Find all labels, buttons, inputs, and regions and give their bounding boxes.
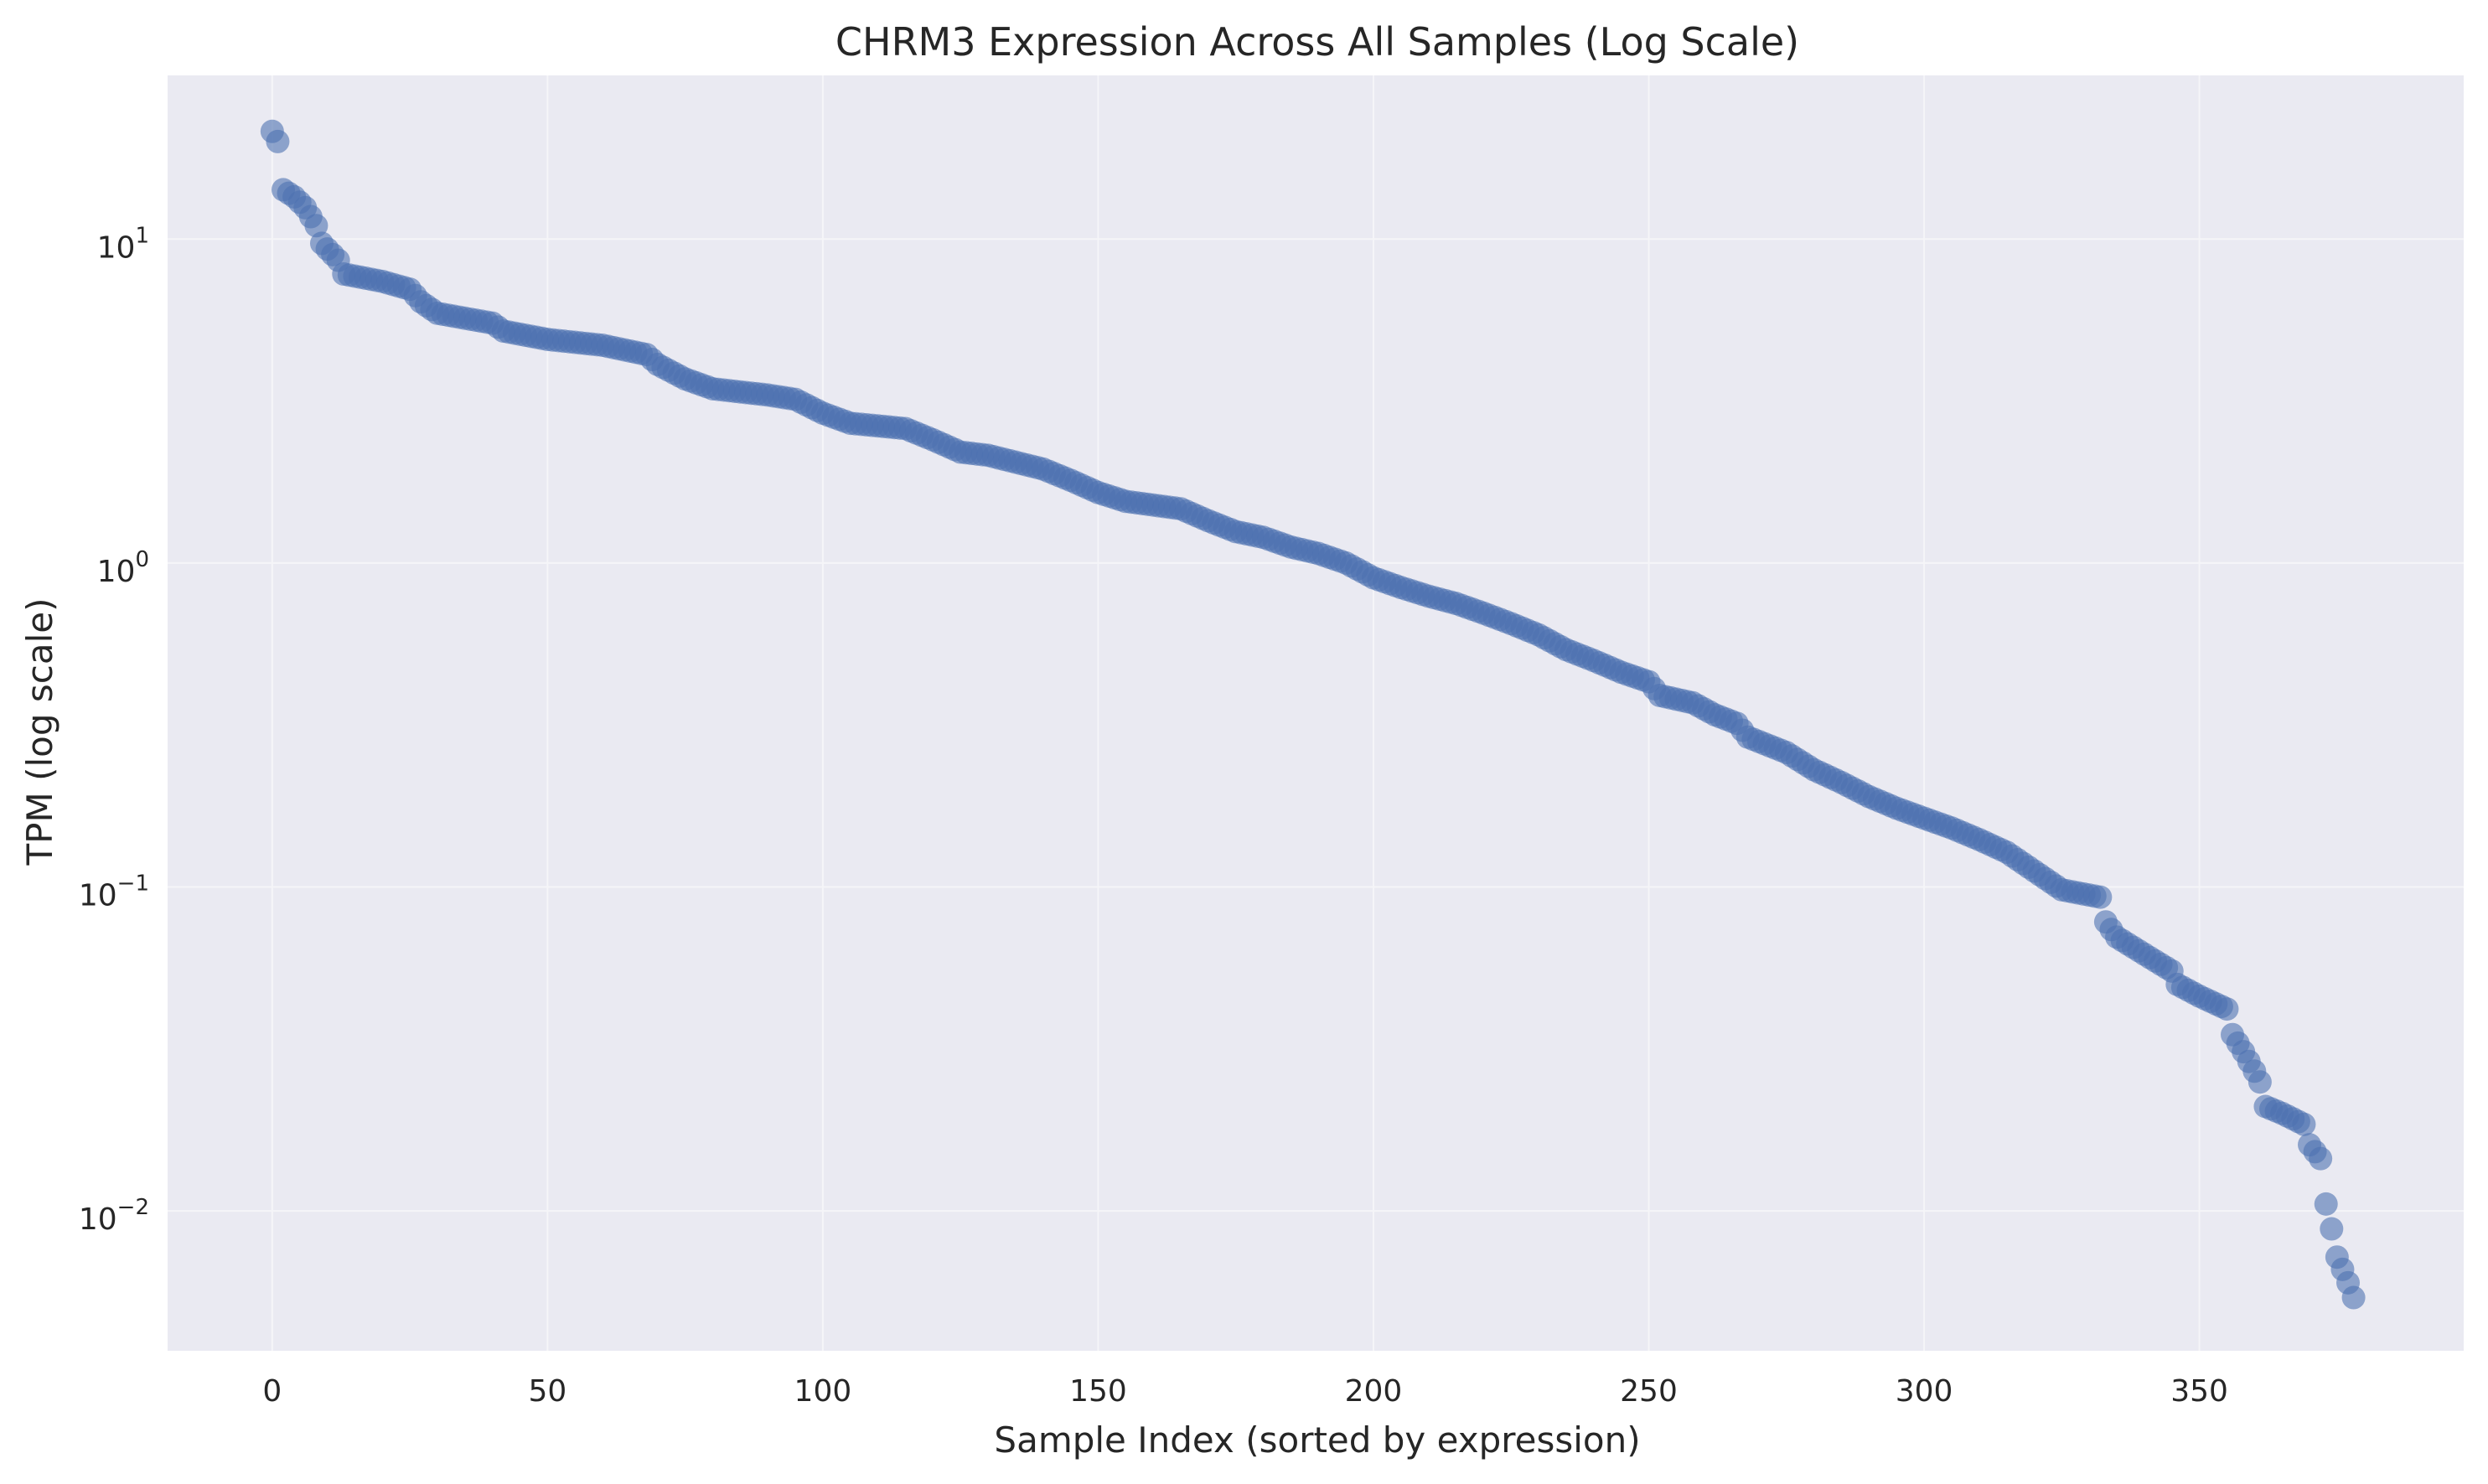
data-point bbox=[2215, 997, 2239, 1021]
x-tick-label: 0 bbox=[262, 1374, 282, 1409]
chart-title: CHRM3 Expression Across All Samples (Log… bbox=[835, 19, 1799, 65]
x-tick-label: 350 bbox=[2170, 1374, 2228, 1409]
y-tick-label: 10−2 bbox=[79, 1195, 149, 1237]
data-point bbox=[2320, 1217, 2344, 1241]
data-point bbox=[2309, 1146, 2333, 1171]
data-point bbox=[2341, 1285, 2366, 1310]
y-tick-labels: 10−2 10−1 100 101 bbox=[79, 223, 149, 1237]
y-tick-label: 100 bbox=[97, 547, 149, 589]
x-tick-label: 300 bbox=[1896, 1374, 1953, 1409]
x-tick-label: 50 bbox=[528, 1374, 566, 1409]
data-point bbox=[2247, 1070, 2272, 1094]
y-tick-label: 101 bbox=[97, 223, 149, 265]
plot-area bbox=[168, 75, 2464, 1351]
data-point bbox=[304, 214, 328, 238]
y-tick-label: 10−1 bbox=[79, 871, 149, 913]
x-tick-labels: 0 50 100 150 200 250 300 350 bbox=[262, 1374, 2228, 1409]
y-axis-label: TPM (log scale) bbox=[19, 598, 60, 866]
x-tick-label: 250 bbox=[1620, 1374, 1678, 1409]
data-point bbox=[2088, 885, 2113, 909]
x-tick-label: 200 bbox=[1345, 1374, 1403, 1409]
data-point bbox=[266, 129, 290, 153]
data-point bbox=[2292, 1112, 2316, 1136]
data-point bbox=[2314, 1192, 2338, 1216]
x-tick-label: 100 bbox=[794, 1374, 852, 1409]
x-tick-label: 150 bbox=[1069, 1374, 1127, 1409]
data-points bbox=[260, 119, 2366, 1310]
x-axis-label: Sample Index (sorted by expression) bbox=[994, 1419, 1640, 1461]
